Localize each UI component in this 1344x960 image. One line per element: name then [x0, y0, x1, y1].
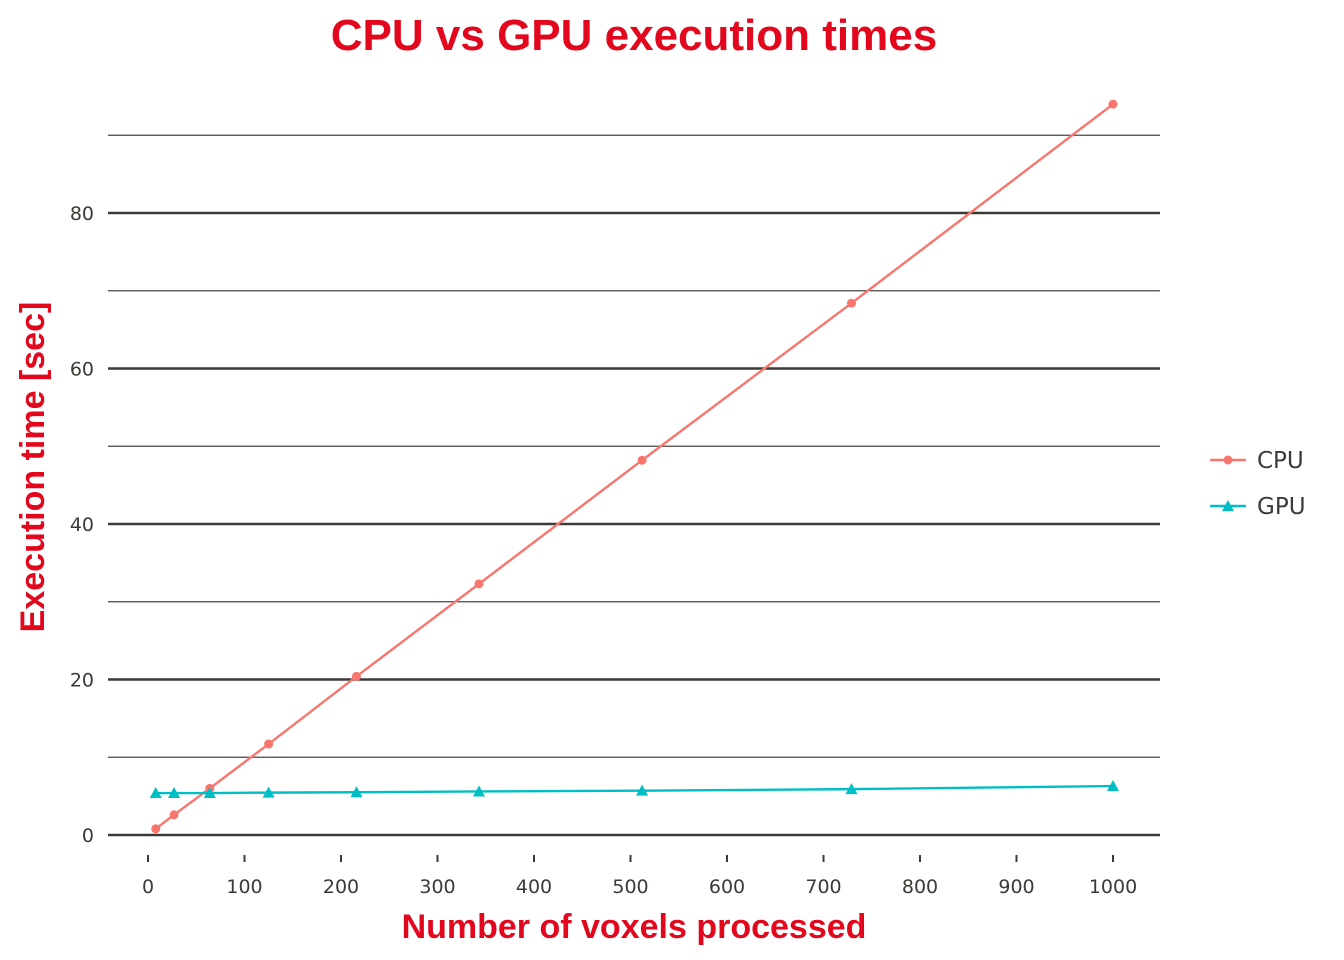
legend-item-gpu: GPU — [1210, 494, 1306, 520]
series-group — [149, 99, 1119, 834]
series-cpu — [151, 99, 1118, 834]
data-point-cpu — [351, 671, 361, 681]
chart-title: CPU vs GPU execution times — [331, 11, 937, 60]
series-line-gpu — [155, 784, 1114, 795]
y-ticks: 0 20 40 60 80 — [70, 203, 94, 847]
y-tick-label: 80 — [70, 203, 94, 225]
y-tick-label: 40 — [70, 514, 94, 536]
x-tick-label: 500 — [612, 876, 648, 898]
x-tick-label: 0 — [142, 876, 154, 898]
y-axis-label: Execution time [sec] — [14, 302, 52, 633]
legend-label: GPU — [1257, 494, 1306, 520]
y-tick-label: 60 — [70, 359, 94, 381]
data-point-gpu — [636, 784, 649, 796]
data-point-cpu — [474, 579, 484, 589]
data-point-cpu — [846, 298, 856, 308]
y-tick-label: 20 — [70, 670, 94, 692]
x-tick-label: 900 — [998, 876, 1034, 898]
data-point-gpu — [1107, 780, 1119, 792]
y-tick-label: 0 — [82, 825, 94, 847]
data-point-gpu — [350, 786, 363, 798]
x-tick-label: 100 — [226, 876, 262, 898]
data-point-gpu — [845, 783, 858, 795]
legend: CPU GPU — [1210, 448, 1306, 520]
legend-key-marker — [1222, 500, 1234, 511]
x-tick-label: 1000 — [1089, 876, 1137, 898]
x-tick-label: 400 — [516, 876, 552, 898]
x-tick-label: 700 — [805, 876, 841, 898]
data-point-cpu — [169, 810, 179, 820]
x-ticks: 0 100 200 300 400 500 600 700 800 900 1000 — [142, 855, 1137, 898]
data-point-gpu — [149, 787, 162, 799]
data-point-cpu — [1108, 99, 1118, 109]
data-point-gpu — [168, 787, 181, 799]
gridlines — [108, 134, 1160, 837]
data-point-cpu — [151, 824, 161, 834]
x-tick-label: 300 — [419, 876, 455, 898]
x-tick-label: 200 — [323, 876, 359, 898]
data-point-cpu — [264, 739, 274, 749]
data-point-gpu — [472, 785, 485, 797]
x-tick-label: 800 — [902, 876, 938, 898]
series-gpu — [149, 780, 1119, 799]
legend-item-cpu: CPU — [1210, 448, 1304, 474]
legend-key-marker — [1223, 455, 1233, 465]
x-tick-label: 600 — [709, 876, 745, 898]
x-axis-label: Number of voxels processed — [402, 908, 867, 946]
data-point-cpu — [637, 455, 647, 465]
data-point-gpu — [262, 786, 275, 798]
legend-label: CPU — [1257, 448, 1304, 474]
data-point-gpu — [203, 787, 216, 799]
